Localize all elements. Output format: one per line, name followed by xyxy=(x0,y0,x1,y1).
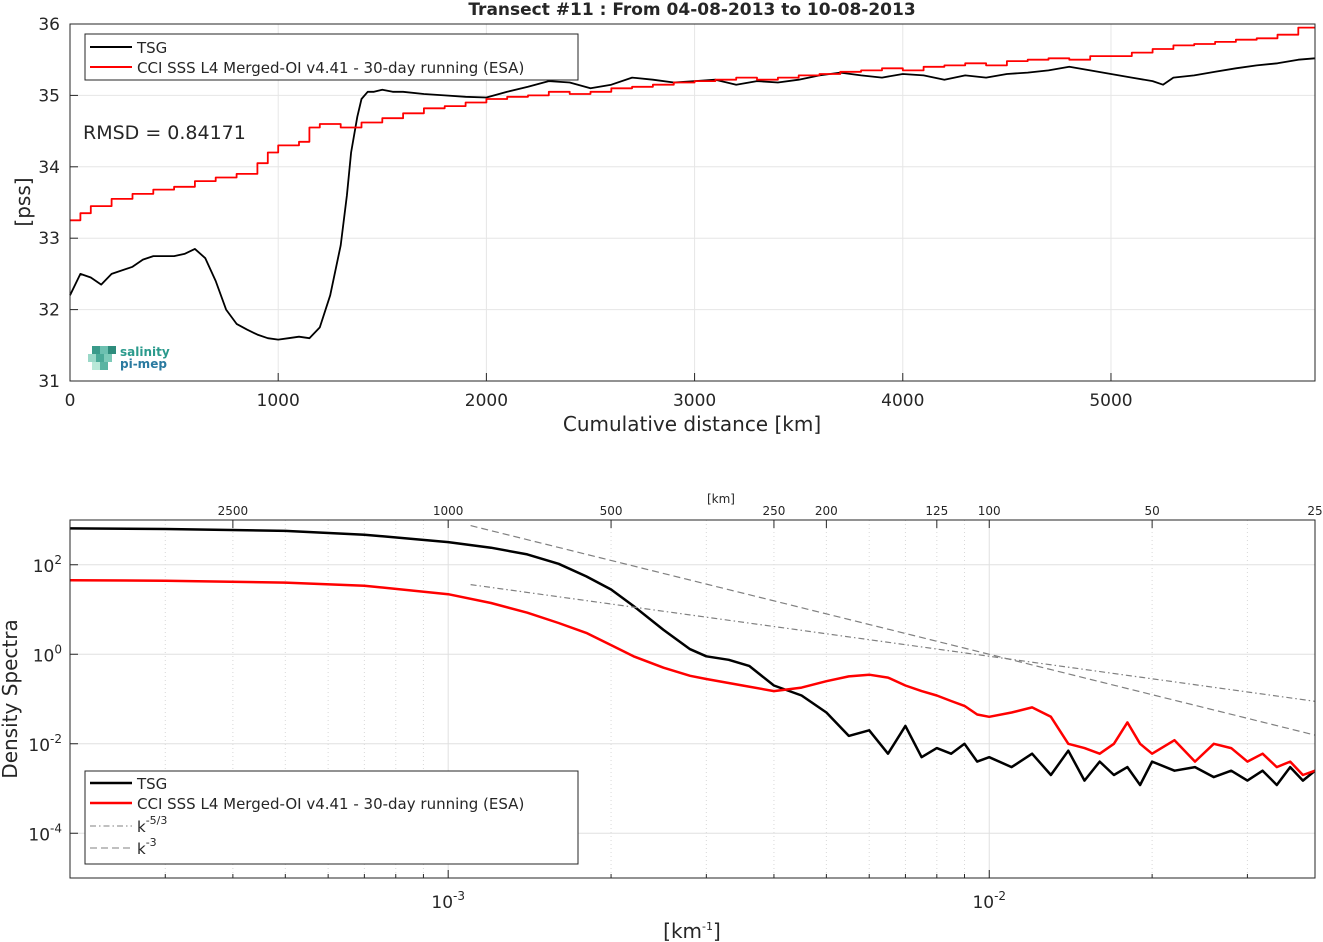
top-y-tick-label: 31 xyxy=(38,372,60,392)
bottom-series-group xyxy=(70,525,1315,787)
bottom-legend-label-k53: k-5/3 xyxy=(137,814,167,836)
bottom-series-tsg-line xyxy=(70,527,1315,787)
bottom-top-km-tick-label: 2500 xyxy=(218,504,249,518)
top-legend-label-cci: CCI SSS L4 Merged-OI v4.41 - 30-day runn… xyxy=(137,59,524,77)
top-y-tick-label: 34 xyxy=(38,158,60,178)
top-y-tick-label: 35 xyxy=(38,86,60,106)
bottom-top-km-tick-label: 200 xyxy=(815,504,838,518)
top-x-axis-label: Cumulative distance [km] xyxy=(563,412,821,436)
bottom-legend-label-tsg: TSG xyxy=(136,775,167,793)
top-y-tick-label: 33 xyxy=(38,229,60,249)
top-legend: TSG CCI SSS L4 Merged-OI v4.41 - 30-day … xyxy=(84,33,579,81)
bottom-top-axis-label: [km] xyxy=(707,492,735,506)
bottom-x-tick-label: 10-2 xyxy=(972,889,1006,913)
top-axes-frame xyxy=(69,23,1316,382)
top-y-tick-label: 32 xyxy=(38,301,60,321)
bottom-top-km-tick-label: 50 xyxy=(1144,504,1159,518)
top-x-tick-label: 2000 xyxy=(465,391,508,411)
top-series-tsg-line xyxy=(69,57,1316,341)
bottom-y-tick-label: 10-2 xyxy=(28,732,62,756)
bottom-y-tick-label: 102 xyxy=(33,553,62,577)
bottom-legend-label-cci: CCI SSS L4 Merged-OI v4.41 - 30-day runn… xyxy=(137,795,524,813)
bottom-top-km-tick-label: 100 xyxy=(978,504,1001,518)
salinity-pimep-logo: salinity pi-mep xyxy=(88,345,170,371)
bottom-x-ticks: 10-3 10-2 xyxy=(69,870,1316,913)
bottom-top-km-tick-label: 1000 xyxy=(433,504,464,518)
bottom-x-axis-label: [km-1] xyxy=(663,919,721,942)
bottom-top-km-ticks: 2500 1000 500 250 200 125 100 50 25 xyxy=(218,504,1323,528)
top-plot-area xyxy=(70,24,1315,381)
bottom-legend-label-k3: k-3 xyxy=(137,836,157,858)
bottom-spectra-chart: [km] 10-3 10-2 10-4 10-2 100 102 2500 1000 500… xyxy=(0,492,1323,942)
top-y-tick-label: 36 xyxy=(38,15,60,35)
bottom-top-km-tick-label: 25 xyxy=(1307,504,1322,518)
bottom-x-tick-label: 10-3 xyxy=(431,889,465,913)
bottom-legend: TSG CCI SSS L4 Merged-OI v4.41 - 30-day … xyxy=(84,770,579,865)
bottom-axes-frame xyxy=(69,519,1316,879)
bottom-top-km-tick-label: 125 xyxy=(925,504,948,518)
top-y-axis-label: [pss] xyxy=(11,177,35,226)
bottom-legend-box xyxy=(84,770,579,865)
top-x-ticks: 0 1000 2000 3000 4000 5000 xyxy=(65,373,1133,411)
top-x-tick-label: 0 xyxy=(65,391,76,411)
bottom-y-ticks: 10-4 10-2 100 102 xyxy=(28,553,78,845)
logo-text-salinity: salinity xyxy=(120,345,170,359)
top-y-ticks: 31 32 33 34 35 36 xyxy=(38,15,78,392)
top-transect-chart: Transect #11 : From 04-08-2013 to 10-08-… xyxy=(11,0,1316,436)
bottom-series-k3-line xyxy=(470,525,1315,736)
top-x-tick-label: 4000 xyxy=(881,391,924,411)
bottom-top-km-tick-label: 250 xyxy=(762,504,785,518)
logo-text-pimep: pi-mep xyxy=(120,357,167,371)
rmsd-annotation: RMSD = 0.84171 xyxy=(83,122,246,144)
top-legend-box xyxy=(84,33,579,81)
top-series-cci-line xyxy=(70,26,1315,222)
bottom-y-tick-label: 10-4 xyxy=(28,821,62,845)
chart-title: Transect #11 : From 04-08-2013 to 10-08-… xyxy=(468,0,915,20)
bottom-y-axis-label: Density Spectra xyxy=(0,619,22,778)
bottom-top-km-tick-label: 500 xyxy=(600,504,623,518)
bottom-series-cci-line xyxy=(70,579,1315,777)
top-x-tick-label: 5000 xyxy=(1089,391,1132,411)
bottom-y-tick-label: 100 xyxy=(33,642,62,666)
top-x-tick-label: 1000 xyxy=(257,391,300,411)
top-series-group xyxy=(69,26,1316,341)
top-x-tick-label: 3000 xyxy=(673,391,716,411)
top-legend-label-tsg: TSG xyxy=(136,39,167,57)
